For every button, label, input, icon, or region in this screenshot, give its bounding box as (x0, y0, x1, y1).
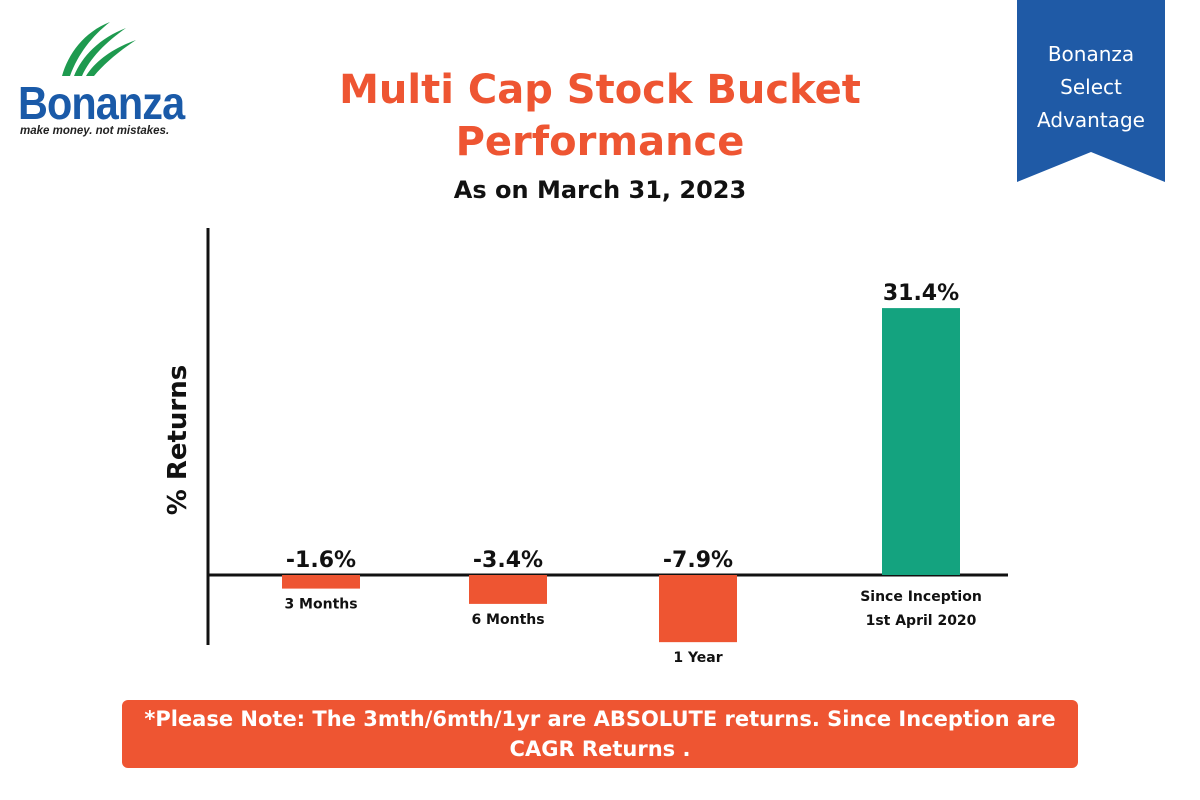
category-label-2: 6 Months (471, 612, 544, 628)
badge-line-2: Select (1060, 75, 1122, 99)
data-label-3: -7.9% (663, 548, 733, 573)
select-advantage-badge: Bonanza Select Advantage (1017, 0, 1165, 185)
data-label-4: 31.4% (883, 281, 959, 306)
bar-4 (882, 308, 960, 575)
data-label-1: -1.6% (286, 548, 356, 573)
chart-title: Multi Cap Stock Bucket Performance (339, 67, 861, 165)
category-label-1: 3 Months (284, 597, 357, 613)
badge-text: Bonanza Select Advantage (1017, 38, 1165, 137)
note-banner: *Please Note: The 3mth/6mth/1yr are ABSO… (122, 700, 1078, 768)
brand-name: Bonanza (18, 77, 185, 129)
leaf-icon (62, 22, 136, 76)
brand-tagline: make money. not mistakes. (20, 125, 170, 137)
category-label-4-1: Since Inception (860, 589, 982, 605)
category-label-3: 1 Year (673, 650, 722, 666)
chart-subtitle: As on March 31, 2023 (453, 176, 747, 204)
category-label-4-2: 1st April 2020 (866, 613, 977, 629)
y-axis-label: % Returns (163, 365, 193, 516)
badge-line-1: Bonanza (1047, 42, 1135, 66)
bar-3 (659, 575, 737, 643)
bonanza-logo: Bonanza make money. not mistakes. (14, 18, 194, 143)
bar-1 (282, 575, 360, 589)
bar-2 (469, 575, 547, 604)
ribbon-shape (1017, 0, 1165, 182)
badge-line-3: Advantage (1037, 108, 1145, 132)
data-label-2: -3.4% (473, 548, 543, 573)
